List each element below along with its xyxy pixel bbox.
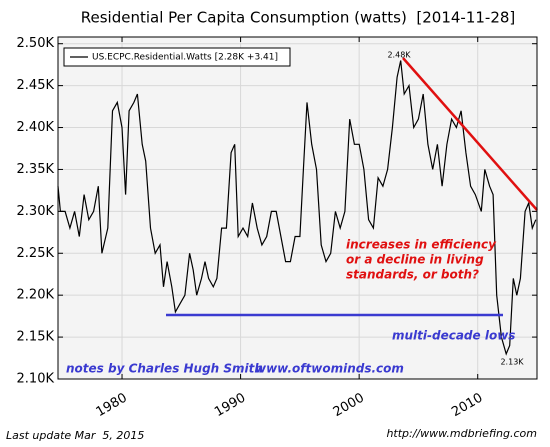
- y-tick-label: 2.50K: [17, 36, 55, 51]
- peak-label: 2.48K: [387, 51, 411, 60]
- footer-left: Last update Mar 5, 2015: [6, 429, 144, 442]
- x-tick-label: 1980: [94, 391, 130, 421]
- plot-frame: [57, 36, 538, 380]
- note-text: increases in efficiency: [346, 238, 497, 252]
- note-text: multi-decade lows: [392, 329, 515, 343]
- x-tick-label: 2000: [331, 391, 367, 421]
- trend-line: [402, 57, 538, 211]
- note-text: notes by Charles Hugh Smith: [66, 362, 263, 376]
- note-text: or a decline in living: [346, 253, 484, 267]
- chart-title: Residential Per Capita Consumption (watt…: [81, 9, 516, 27]
- x-tick-label: 1990: [212, 391, 248, 421]
- y-tick-label: 2.35K: [17, 162, 55, 177]
- low-label: 2.13K: [500, 358, 524, 367]
- y-tick-label: 2.20K: [17, 288, 55, 303]
- legend-label: US.ECPC.Residential.Watts [2.28K +3.41]: [92, 53, 278, 63]
- y-tick-label: 2.40K: [17, 120, 55, 135]
- note-text: www.oftwominds.com: [255, 362, 404, 376]
- x-tick-label: 2010: [449, 391, 485, 421]
- y-tick-label: 2.10K: [17, 372, 55, 387]
- note-text: standards, or both?: [346, 268, 479, 282]
- data-line: [57, 60, 537, 356]
- y-tick-label: 2.45K: [17, 78, 55, 93]
- legend: [63, 47, 291, 67]
- y-tick-label: 2.15K: [17, 330, 55, 345]
- y-tick-label: 2.30K: [17, 204, 55, 219]
- y-tick-label: 2.25K: [17, 246, 55, 261]
- footer-right: http://www.mdbriefing.com: [386, 427, 537, 440]
